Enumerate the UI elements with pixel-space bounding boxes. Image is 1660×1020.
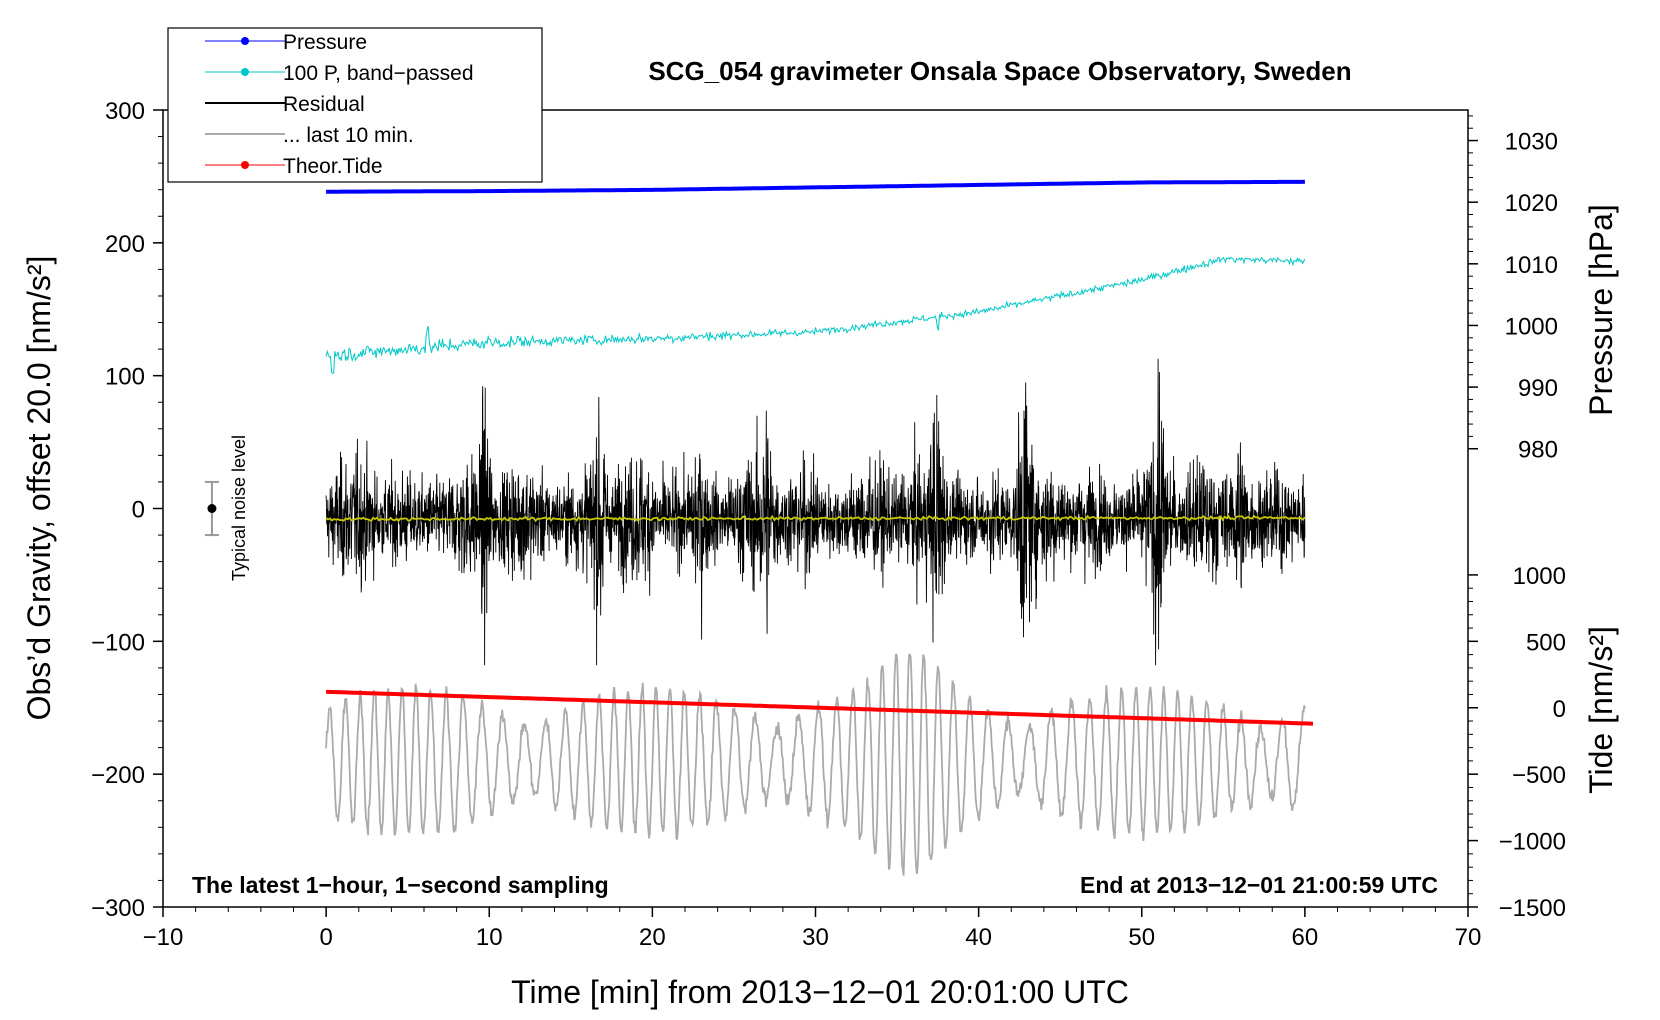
- x-tick-label: 30: [802, 924, 829, 951]
- tide-tick-label: 1000: [1513, 563, 1566, 590]
- noise-level-center: [207, 504, 217, 513]
- tide-tick-label: −1500: [1499, 895, 1566, 922]
- x-tick-label: −10: [143, 924, 184, 951]
- y-axis-title-tide: Tide [nm/s²]: [1583, 626, 1619, 794]
- pressure-tick-label: 1010: [1505, 252, 1558, 279]
- y-axis-title-left: Obs’d Gravity, offset 20.0 [nm/s²]: [21, 256, 57, 721]
- plot-area: [162, 109, 1469, 908]
- pressure-tick-label: 1020: [1505, 190, 1558, 217]
- pressure-series-line: [326, 179, 1305, 194]
- x-tick-label: 70: [1455, 924, 1482, 951]
- tide-tick-label: 0: [1553, 696, 1566, 723]
- x-axis: −10 0 10 20 30 40 50 60 70: [143, 907, 1482, 951]
- legend-label: Theor.Tide: [283, 155, 383, 178]
- chart-title: SCG_054 gravimeter Onsala Space Observat…: [648, 56, 1351, 86]
- tide-tick-label: −500: [1512, 762, 1566, 789]
- y-tick-label-left: −300: [91, 895, 145, 922]
- x-tick-label: 50: [1128, 924, 1155, 951]
- tide-series-line: [326, 689, 1314, 726]
- y-tick-label-left: 0: [132, 497, 145, 524]
- y-tick-label-left: 200: [105, 231, 145, 258]
- y-tick-label-left: −200: [91, 762, 145, 789]
- note-end-time: End at 2013−12−01 21:00:59 UTC: [1080, 872, 1438, 898]
- x-tick-label: 40: [965, 924, 992, 951]
- y-tick-label-left: 300: [105, 98, 145, 125]
- y-axis-left: 300 200 100 0 −100 −200 −300: [91, 98, 163, 922]
- legend-marker: [241, 161, 249, 169]
- noise-level-label: Typical noise level: [229, 435, 249, 581]
- legend-marker: [241, 68, 249, 76]
- last-10-min-series-line: [325, 653, 1306, 876]
- y-axis-right: 1030 1020 1010 1000 990 980 1000 500 0 −500 −1000 −…: [1468, 115, 1566, 922]
- pressure-tick-label: 990: [1518, 375, 1558, 402]
- legend-label: Pressure: [283, 31, 367, 54]
- bandpassed-series-line: [325, 256, 1306, 374]
- pressure-tick-label: 980: [1518, 437, 1558, 464]
- tide-tick-label: −1000: [1499, 829, 1566, 856]
- x-tick-label: 60: [1292, 924, 1319, 951]
- legend-label: ... last 10 min.: [283, 124, 414, 147]
- x-tick-label: 0: [319, 924, 332, 951]
- noise-level-marker: Typical noise level: [204, 435, 249, 581]
- note-sampling: The latest 1−hour, 1−second sampling: [192, 872, 609, 898]
- pressure-tick-label: 1000: [1505, 313, 1558, 340]
- y-axis-title-pressure: Pressure [hPa]: [1583, 204, 1619, 416]
- y-tick-label-left: −100: [91, 629, 145, 656]
- legend-marker: [241, 37, 249, 45]
- y-tick-label-left: 100: [105, 364, 145, 391]
- x-axis-title: Time [min] from 2013−12−01 20:01:00 UTC: [511, 974, 1129, 1010]
- residual-smoothed-line: [325, 514, 1306, 523]
- x-tick-label: 10: [476, 924, 503, 951]
- legend-label: Residual: [283, 93, 365, 116]
- x-tick-label: 20: [639, 924, 666, 951]
- tide-tick-label: 500: [1526, 629, 1566, 656]
- residual-series-line: [325, 358, 1306, 666]
- pressure-tick-label: 1030: [1505, 129, 1558, 156]
- legend: Pressure 100 P, band−passed Residual ... la…: [167, 27, 543, 183]
- legend-label: 100 P, band−passed: [283, 62, 474, 85]
- legend-box: [167, 27, 543, 183]
